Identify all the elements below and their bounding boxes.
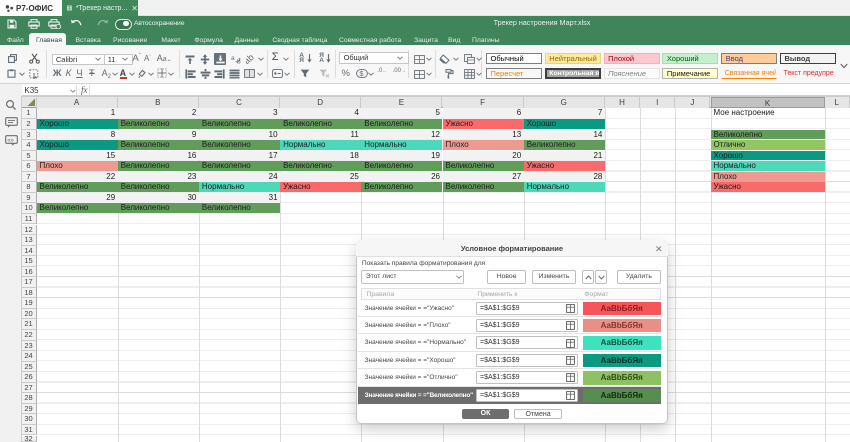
svg-text:ab: ab — [246, 54, 256, 64]
svg-text:$: $ — [359, 69, 364, 78]
svg-text:«»: «» — [7, 138, 14, 144]
svg-text:a: a — [231, 55, 235, 62]
